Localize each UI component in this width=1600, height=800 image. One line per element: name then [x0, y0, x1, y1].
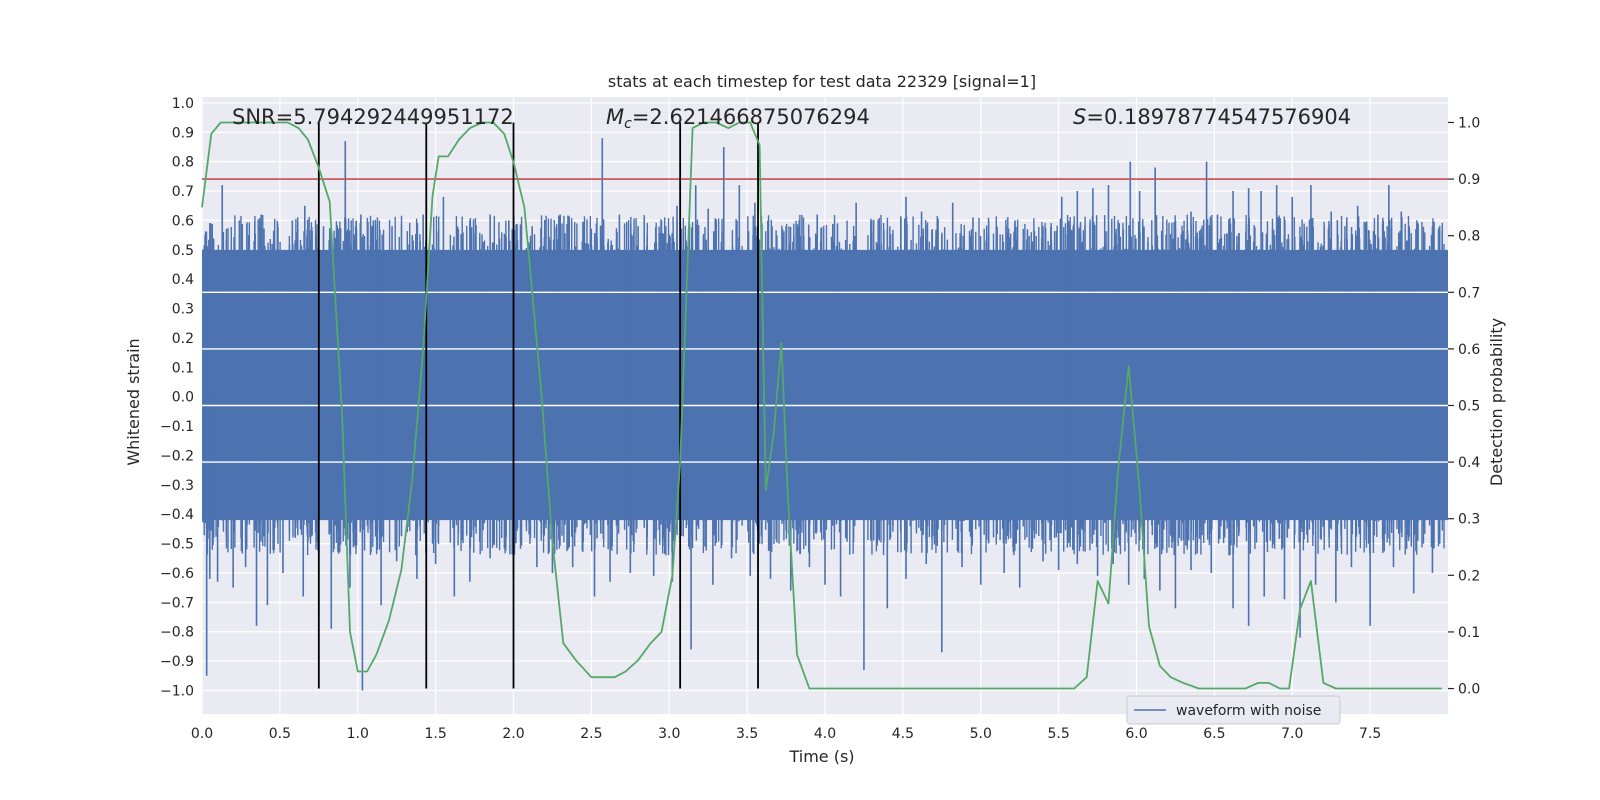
x-tick-label: 2.0 — [502, 726, 524, 742]
y-left-tick-label: −0.9 — [160, 654, 194, 670]
x-tick-label: 4.5 — [892, 726, 914, 742]
waveform-series — [202, 138, 1448, 691]
s-symbol: S — [1073, 105, 1086, 129]
y-left-tick-label: 0.6 — [172, 213, 194, 229]
x-tick-label: 1.5 — [424, 726, 446, 742]
chirp-mass-symbol: M — [606, 105, 624, 129]
x-tick-label: 7.5 — [1359, 726, 1381, 742]
x-tick-label: 5.5 — [1047, 726, 1069, 742]
y-left-tick-label: 1.0 — [172, 96, 194, 112]
y-right-axis-label: Detection probability — [1487, 318, 1506, 486]
y-left-tick-label: −0.2 — [160, 448, 194, 464]
x-tick-label: 2.5 — [580, 726, 602, 742]
s-value: =0.18978774547576904 — [1086, 105, 1351, 129]
chart-title: stats at each timestep for test data 223… — [608, 72, 1036, 91]
y-left-tick-label: −0.7 — [160, 595, 194, 611]
x-tick-label: 0.5 — [269, 726, 291, 742]
chirp-mass-subscript: c — [624, 116, 632, 132]
s-annotation: S=0.18978774547576904 — [1073, 105, 1351, 129]
y-right-tick-label: 0.3 — [1458, 512, 1480, 528]
y-left-tick-label: 0.7 — [172, 184, 194, 200]
y-right-tick-label: 0.6 — [1458, 342, 1480, 358]
y-left-tick-label: −0.5 — [160, 537, 194, 553]
x-tick-label: 4.0 — [814, 726, 836, 742]
y-right-tick-label: 0.1 — [1458, 625, 1480, 641]
y-right-tick-label: 0.0 — [1458, 682, 1480, 698]
x-tick-label: 3.5 — [736, 726, 758, 742]
x-axis-ticks: 0.0 0.5 1.0 1.5 2.0 2.5 3.0 3.5 4.0 4.5 5.0 5.5 6.0 6… — [191, 726, 1381, 742]
y-left-tick-label: 0.2 — [172, 331, 194, 347]
chirp-mass-annotation: Mc=2.621466875076294 — [606, 105, 870, 132]
x-tick-label: 5.0 — [970, 726, 992, 742]
x-tick-label: 6.5 — [1203, 726, 1225, 742]
x-tick-label: 6.0 — [1125, 726, 1147, 742]
x-axis-label: Time (s) — [788, 747, 854, 766]
y-right-tick-label: 0.5 — [1458, 399, 1480, 415]
snr-annotation: SNR=5.794292449951172 — [232, 105, 514, 129]
y-left-tick-label: 0.0 — [172, 390, 194, 406]
event-markers — [317, 122, 759, 689]
x-tick-label: 1.0 — [347, 726, 369, 742]
y-left-tick-label: −0.3 — [160, 478, 194, 494]
x-tick-label: 3.0 — [658, 726, 680, 742]
y-left-tick-label: −1.0 — [160, 683, 194, 699]
detection-probability-line — [201, 121, 1442, 690]
y-right-tick-label: 0.9 — [1458, 172, 1480, 188]
x-tick-label: 0.0 — [191, 726, 213, 742]
detection-probability-series — [201, 121, 1442, 690]
y-left-tick-label: 0.1 — [172, 360, 194, 376]
legend-box — [1126, 695, 1341, 725]
y-left-axis-label: Whitened strain — [124, 338, 143, 465]
y-right-tick-label: 1.0 — [1458, 115, 1480, 131]
y-left-tick-label: 0.8 — [172, 155, 194, 171]
y-right-axis-ticks: 1.0 0.9 0.8 0.7 0.6 0.5 0.4 0.3 0.2 0.1 0.0 — [1448, 115, 1480, 698]
y-left-tick-label: −0.4 — [160, 507, 194, 523]
x-tick-label: 7.0 — [1281, 726, 1303, 742]
grid-overlay — [202, 291, 1448, 463]
legend-label: waveform with noise — [1176, 703, 1321, 719]
y-left-tick-label: 0.3 — [172, 302, 194, 318]
y-right-tick-label: 0.4 — [1458, 455, 1480, 471]
chirp-mass-value: =2.621466875076294 — [632, 105, 870, 129]
y-left-tick-label: 0.4 — [172, 272, 194, 288]
y-right-tick-label: 0.2 — [1458, 568, 1480, 584]
y-left-tick-label: 0.5 — [172, 243, 194, 259]
legend: waveform with noise — [1126, 695, 1341, 725]
y-right-tick-label: 0.7 — [1458, 285, 1480, 301]
y-left-tick-label: 0.9 — [172, 125, 194, 141]
y-right-tick-label: 0.8 — [1458, 229, 1480, 245]
y-left-axis-ticks: 1.0 0.9 0.8 0.7 0.6 0.5 0.4 0.3 0.2 0.1 0.0 −0.1 −0.… — [160, 96, 194, 700]
y-left-tick-label: −0.1 — [160, 419, 194, 435]
y-left-tick-label: −0.6 — [160, 566, 194, 582]
y-left-tick-label: −0.8 — [160, 625, 194, 641]
